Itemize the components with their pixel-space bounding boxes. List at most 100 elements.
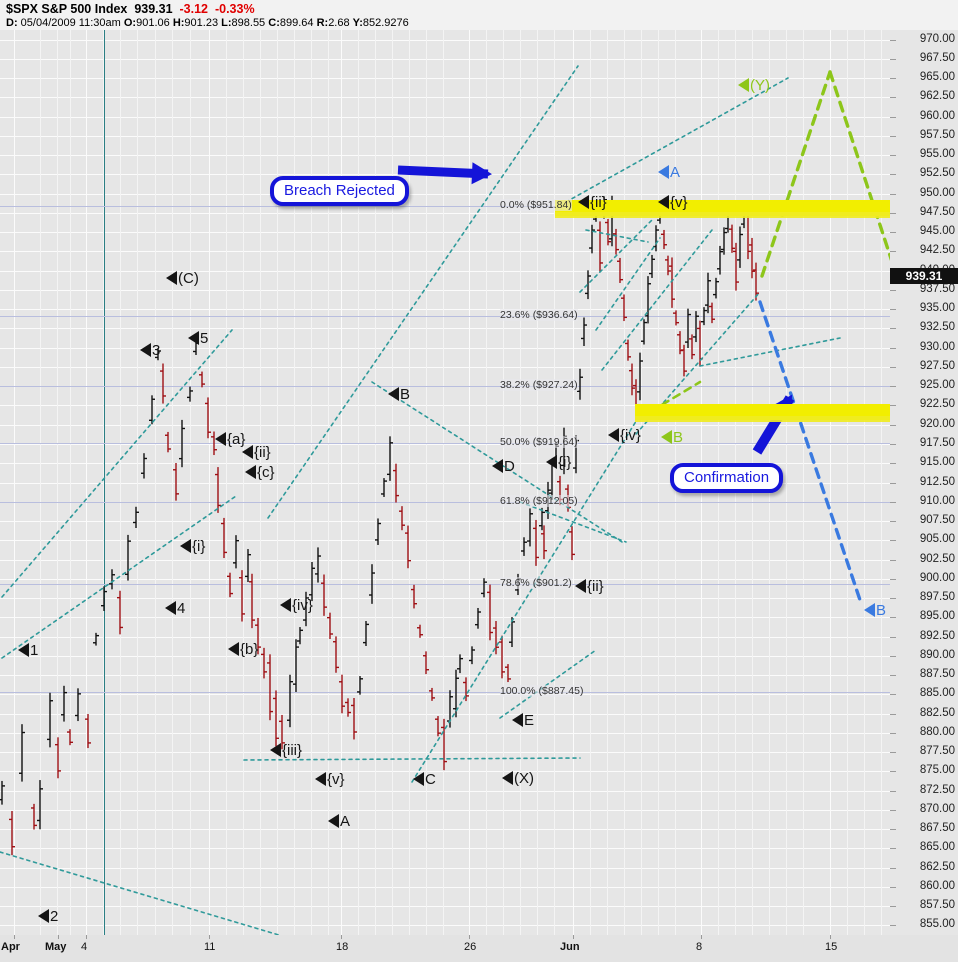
date-tick-mark xyxy=(341,935,342,939)
marker-triangle-icon xyxy=(512,713,523,728)
vertical-gridline-minor xyxy=(443,30,444,935)
low-value: 898.55 xyxy=(231,17,266,29)
ohlc-bar xyxy=(533,519,539,566)
vertical-gridline-minor xyxy=(155,30,156,935)
ohlc-bar xyxy=(499,635,505,679)
ohlc-bar xyxy=(605,218,611,246)
wave-label-text: {iv} xyxy=(292,596,313,614)
wave-label-text: (C) xyxy=(178,269,199,287)
price-tick-mark xyxy=(890,906,896,908)
fibonacci-level-line xyxy=(0,692,890,693)
ohlc-bar xyxy=(701,307,707,326)
confirmation-callout[interactable]: Confirmation xyxy=(670,463,784,493)
breach-rejected-callout[interactable]: Breach Rejected xyxy=(270,176,409,206)
price-tick-mark xyxy=(890,366,896,368)
horizontal-gridline xyxy=(0,771,890,773)
marker-triangle-icon xyxy=(388,387,399,402)
fibonacci-level-label: 38.2% ($927.24) xyxy=(500,379,578,391)
wave-label-e: E xyxy=(512,712,534,728)
horizontal-gridline xyxy=(0,212,890,214)
fibonacci-level-label: 50.0% ($919.64) xyxy=(500,436,578,448)
price-tick-label: 957.50 xyxy=(919,128,955,141)
ohlc-bar xyxy=(255,617,261,655)
ohlc-bar xyxy=(417,624,423,638)
ohlc-bar xyxy=(363,621,369,647)
price-chart-plot[interactable]: 0.0% ($951.84) 23.6% ($936.64) 38.2% ($927… xyxy=(0,30,890,935)
wave-label-text: B xyxy=(400,385,411,403)
vertical-gridline xyxy=(86,30,87,935)
price-tick-label: 887.50 xyxy=(919,668,955,681)
horizontal-gridline xyxy=(0,675,890,677)
ohlc-bar xyxy=(569,526,575,561)
price-axis[interactable]: 970.00 967.50 965.00 962.50 960.00 957.50 955.… xyxy=(890,30,958,935)
marker-triangle-icon xyxy=(140,343,151,358)
date-tick-label: Apr xyxy=(1,941,20,953)
vertical-gridline-minor xyxy=(426,30,427,935)
vertical-gridline-minor xyxy=(70,30,71,935)
ohlc-bar xyxy=(369,564,375,604)
price-tick-label: 937.50 xyxy=(919,282,955,295)
marker-triangle-icon xyxy=(270,743,281,758)
wave-label-a: A xyxy=(658,164,680,180)
open-label: O: xyxy=(123,17,137,29)
ohlc-bar xyxy=(9,811,15,856)
price-tick-mark xyxy=(890,135,896,137)
horizontal-gridline xyxy=(0,713,890,715)
price-tick-label: 872.50 xyxy=(919,783,955,796)
ohlc-bar xyxy=(75,688,81,722)
vertical-gridline-minor xyxy=(864,30,865,935)
price-tick-mark xyxy=(890,386,896,388)
ohlc-bar xyxy=(339,674,345,714)
horizontal-gridline xyxy=(0,251,890,253)
price-tick-label: 965.00 xyxy=(919,71,955,84)
price-tick-mark xyxy=(890,482,896,484)
wave-label-text: {ii} xyxy=(590,193,607,211)
wave-label-text: {ii} xyxy=(587,577,604,595)
ohlc-bar xyxy=(729,224,735,253)
ohlc-bar xyxy=(179,419,185,468)
fibonacci-level-line xyxy=(0,502,890,503)
date-tick-mark xyxy=(58,935,59,939)
horizontal-gridline xyxy=(0,405,890,407)
ohlc-bar xyxy=(713,277,719,299)
price-tick-mark xyxy=(890,752,896,754)
ohlc-bar xyxy=(375,518,381,545)
symbol-quote-line: $SPX S&P 500 Index 939.31 -3.12 -0.33% xyxy=(6,2,255,16)
ohlc-bar xyxy=(47,692,53,748)
price-tick-mark xyxy=(890,463,896,465)
marker-triangle-icon xyxy=(608,428,619,443)
price-tick-mark xyxy=(890,501,896,503)
wave-label-c: {c} xyxy=(245,464,275,480)
date-axis[interactable]: Apr May 4 11 18 26 Jun 8 15 xyxy=(0,935,958,962)
wave-label-text: B xyxy=(673,428,684,446)
price-tick-label: 920.00 xyxy=(919,417,955,430)
price-tick-mark xyxy=(890,598,896,600)
yvalue-value: 852.9276 xyxy=(362,17,409,29)
price-tick-label: 880.00 xyxy=(919,725,955,738)
price-tick-label: 885.00 xyxy=(919,687,955,700)
price-tick-label: 930.00 xyxy=(919,340,955,353)
horizontal-gridline xyxy=(0,809,890,811)
marker-triangle-icon xyxy=(188,331,199,346)
ohlc-bar xyxy=(539,507,545,531)
ohlc-bar xyxy=(155,348,161,361)
vertical-gridline-minor xyxy=(392,30,393,935)
wave-label-iv: {iv} xyxy=(608,427,641,443)
vertical-gridline-minor xyxy=(358,30,359,935)
wave-label-text: {ii} xyxy=(254,443,271,461)
vertical-gridline-minor xyxy=(486,30,487,935)
ohlc-bar xyxy=(405,525,411,569)
price-tick-label: 897.50 xyxy=(919,591,955,604)
ohlc-bar xyxy=(315,547,321,583)
price-tick-label: 932.50 xyxy=(919,321,955,334)
date-tick-label: 11 xyxy=(204,941,216,953)
marker-triangle-icon xyxy=(864,603,875,618)
price-tick-label: 877.50 xyxy=(919,745,955,758)
ohlc-bar xyxy=(233,535,239,569)
price-tick-mark xyxy=(890,886,896,888)
vertical-gridline-minor xyxy=(120,30,121,935)
wave-label-text: {a} xyxy=(227,430,246,448)
ohlc-bar xyxy=(585,270,591,300)
date-tick-label: May xyxy=(45,941,67,953)
trendline-recent-4 xyxy=(601,229,713,371)
